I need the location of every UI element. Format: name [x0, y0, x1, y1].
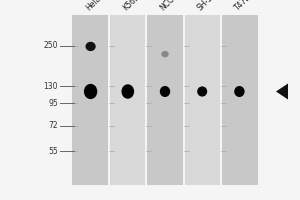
Text: K562: K562: [122, 0, 142, 12]
Text: 55: 55: [48, 146, 58, 156]
Text: 95: 95: [48, 99, 58, 108]
Bar: [110, 15, 146, 185]
Bar: [184, 15, 220, 185]
Text: 72: 72: [48, 121, 58, 130]
Bar: [147, 15, 183, 185]
Text: 250: 250: [44, 41, 58, 50]
Bar: [222, 15, 258, 185]
Ellipse shape: [197, 86, 207, 97]
Polygon shape: [276, 84, 288, 99]
Ellipse shape: [122, 84, 134, 99]
Text: NCCIT: NCCIT: [159, 0, 182, 12]
Text: T47D: T47D: [233, 0, 254, 12]
Ellipse shape: [161, 51, 169, 57]
Ellipse shape: [84, 84, 97, 99]
Text: 130: 130: [44, 82, 58, 91]
Text: SH-SY5Y: SH-SY5Y: [196, 0, 225, 12]
Text: Hela: Hela: [84, 0, 103, 12]
Ellipse shape: [85, 42, 96, 51]
Bar: [72, 15, 108, 185]
Ellipse shape: [160, 86, 170, 97]
Ellipse shape: [234, 86, 244, 97]
